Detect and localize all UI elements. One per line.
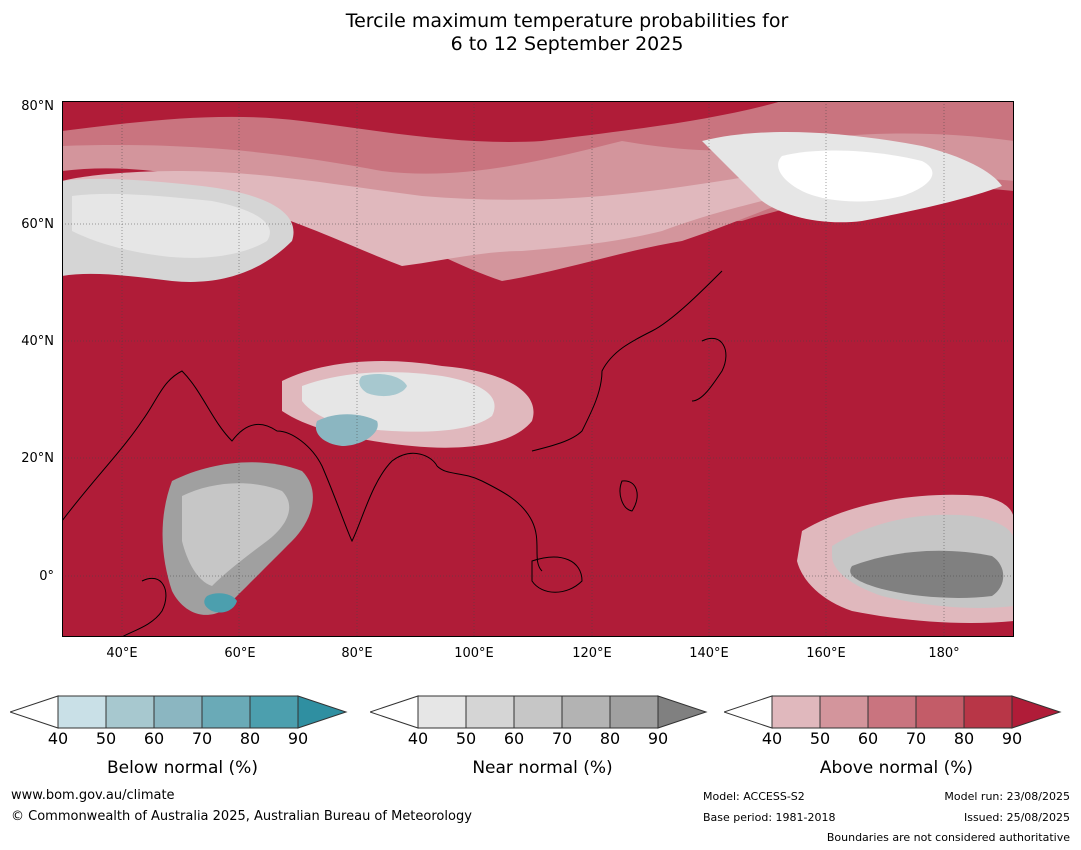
colorbar-near-tick-40: 40 [407,729,429,748]
colorbar-below-segment-3 [153,695,203,729]
colorbar-near-segment-0 [370,695,419,729]
colorbar-near-segment-3 [513,695,563,729]
colorbar-below-normal: 40 50 60 70 80 90 Below normal (%) [10,694,355,794]
map-title: Tercile maximum temperature probabilitie… [0,10,1081,56]
colorbar-above-segment-3 [867,695,917,729]
colorbar-below-tick-90: 90 [287,729,309,748]
issued-date: Issued: 25/08/2025 [963,811,1070,824]
lon-label-160e: 160°E [806,646,846,661]
colorbar-above-segment-6 [1011,695,1062,729]
boundaries-disclaimer: Boundaries are not considered authoritat… [826,831,1070,844]
region-siberia-near-normal [62,158,962,266]
colorbar-near-segment-6 [657,695,708,729]
website-link[interactable]: www.bom.gov.au/climate [11,788,175,803]
colorbar-above-tick-80: 80 [953,729,975,748]
colorbar-near-segment-1 [417,695,467,729]
region-pacific-grey-core [850,550,1004,598]
colorbar-below-segment-0 [10,695,59,729]
lon-label-100e: 100°E [454,646,494,661]
colorbar-below-tick-70: 70 [191,729,213,748]
colorbar-near-label: Near normal (%) [472,758,613,778]
lon-label-40e: 40°E [106,646,138,661]
colorbar-above-tick-60: 60 [857,729,879,748]
colorbar-above-tick-40: 40 [761,729,783,748]
colorbar-below-tick-80: 80 [239,729,261,748]
lon-label-180: 180° [928,646,960,661]
lon-label-140e: 140°E [689,646,729,661]
colorbar-near-tick-60: 60 [503,729,525,748]
lat-label-40n: 40°N [21,334,54,349]
map-graticule [62,101,1014,637]
lon-label-120e: 120°E [572,646,612,661]
colorbar-above-label: Above normal (%) [819,758,974,778]
colorbar-above-tick-90: 90 [1001,729,1023,748]
colorbar-below-segment-2 [105,695,155,729]
map-title-line-2: 6 to 12 September 2025 [450,33,684,55]
base-period: Base period: 1981-2018 [703,811,836,824]
colorbar-below-tick-40: 40 [47,729,69,748]
colorbar-below-normal-svg [10,695,348,729]
lat-label-80n: 80°N [21,99,54,114]
colorbar-above-tick-70: 70 [905,729,927,748]
colorbar-near-tick-80: 80 [599,729,621,748]
colorbar-below-label: Below normal (%) [107,758,258,778]
colorbar-near-tick-70: 70 [551,729,573,748]
lon-label-80e: 80°E [341,646,373,661]
colorbar-near-segment-2 [465,695,515,729]
colorbar-above-segment-4 [915,695,965,729]
colorbar-near-segment-5 [609,695,659,729]
colorbar-below-segment-6 [297,695,348,729]
lat-label-20n: 20°N [21,451,54,466]
map-frame [62,101,1014,637]
model-run-date: Model run: 23/08/2025 [944,790,1070,803]
colorbar-below-segment-1 [57,695,107,729]
probability-map [62,101,1014,637]
colorbar-near-normal: 40 50 60 70 80 90 Near normal (%) [370,694,715,794]
model-name: Model: ACCESS-S2 [703,790,805,803]
colorbar-below-segment-4 [201,695,251,729]
copyright-text: © Commonwealth of Australia 2025, Austra… [11,809,472,824]
colorbar-near-segment-4 [561,695,611,729]
region-west-siberia-light [72,193,270,258]
lon-label-60e: 60°E [224,646,256,661]
colorbar-below-tick-60: 60 [143,729,165,748]
lat-label-equator: 0° [39,569,54,584]
map-canvas [62,101,1014,637]
region-tibet-below-normal [315,414,378,446]
coastlines [62,270,727,637]
colorbar-above-segment-1 [771,695,821,729]
region-northeast-white [778,150,933,202]
colorbar-above-normal-svg [724,695,1062,729]
lat-label-60n: 60°N [21,217,54,232]
colorbar-above-segment-2 [819,695,869,729]
colorbar-near-tick-90: 90 [647,729,669,748]
map-title-line-1: Tercile maximum temperature probabilitie… [345,10,789,32]
colorbar-above-normal: 40 50 60 70 80 90 Above normal (%) [724,694,1069,794]
region-somali-below-normal [204,593,237,613]
colorbar-above-tick-50: 50 [809,729,831,748]
region-tibet-below-normal-2 [359,374,407,397]
colorbar-near-normal-svg [370,695,708,729]
colorbar-near-tick-50: 50 [455,729,477,748]
colorbar-above-segment-0 [724,695,773,729]
region-arabian-sea-light [182,483,290,586]
colorbar-above-segment-5 [963,695,1013,729]
colorbar-below-tick-50: 50 [95,729,117,748]
colorbar-below-segment-5 [249,695,299,729]
